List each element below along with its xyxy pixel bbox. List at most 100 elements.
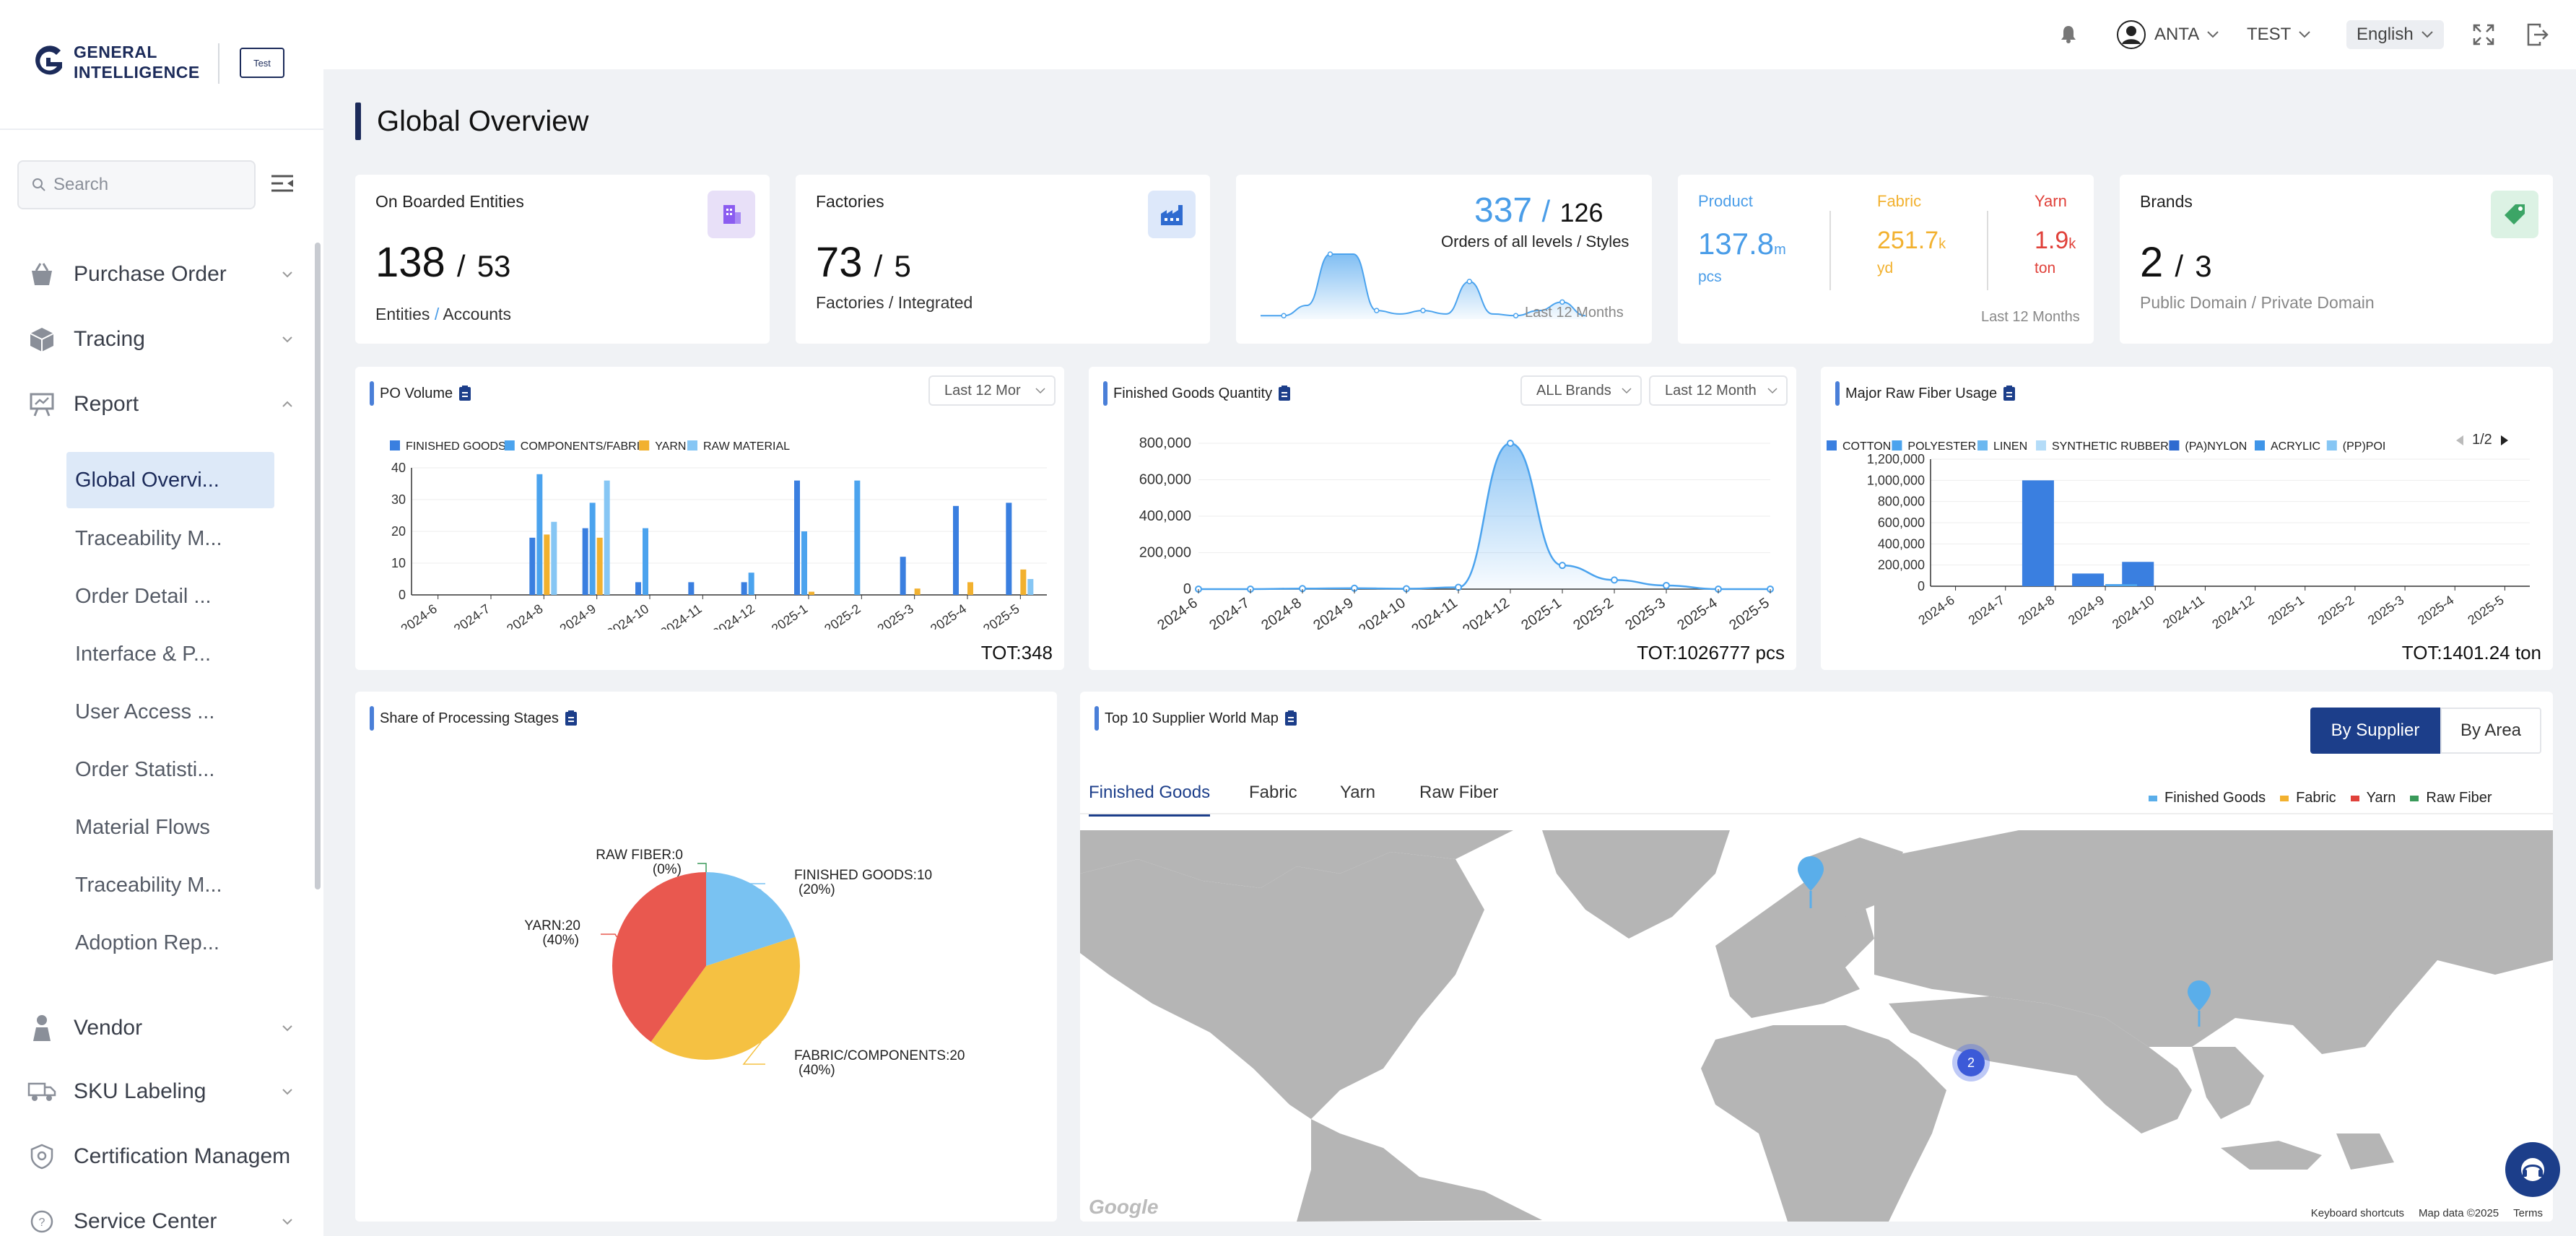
x-tick-label: 2025-5 [1726,595,1772,630]
by-area-button[interactable]: By Area [2440,708,2541,754]
world-map[interactable]: 2 Google Keyboard shortcuts Map data ©20… [1080,830,2553,1222]
tab-raw-fiber[interactable]: Raw Fiber [1419,783,1499,802]
menu-label: Certification Managem [74,1144,291,1168]
submenu-interface[interactable]: Interface & P... [75,642,212,666]
panel-title-text: Major Raw Fiber Usage [1845,385,1998,401]
x-tick-label: 2025-3 [1622,595,1668,630]
tab-finished-goods[interactable]: Finished Goods [1089,783,1211,817]
kpi-materials-card: Product 137.8m pcs Fabric 251.7k yd Yarn… [1678,175,2094,344]
document-icon[interactable] [1284,710,1297,726]
legend-label: POLYESTER [1907,440,1976,453]
y-tick-label: 400,000 [1139,508,1191,524]
prev-page-icon[interactable] [2455,434,2465,447]
search-input[interactable]: Search [17,160,256,209]
map-footer: Keyboard shortcuts Map data ©2025 Terms [2300,1204,2553,1222]
legend-pager-text: 1/2 [2472,432,2492,448]
period-select[interactable]: Last 12 Month [1649,375,1788,406]
bar-finished-goods [529,537,536,595]
chevron-down-icon [1035,388,1045,394]
submenu-user-access[interactable]: User Access ... [75,700,215,723]
kpi-label: Factories [816,192,884,211]
avatar [2117,20,2146,49]
submenu-material-flows[interactable]: Material Flows [75,815,210,839]
sidebar-scrollbar[interactable] [315,243,321,889]
x-tick-label: 2024-12 [710,601,757,630]
next-page-icon[interactable] [2499,434,2510,447]
bar-raw-material [604,480,610,595]
document-icon[interactable] [458,386,471,401]
orders-main: 337 [1474,191,1533,230]
menu-certification[interactable]: Certification Managem [0,1128,310,1185]
fullscreen-icon[interactable] [2472,23,2495,46]
submenu-order-statistics[interactable]: Order Statisti... [75,757,215,781]
y-tick-label: 200,000 [1878,558,1925,573]
kpi-entities-card: On Boarded Entities 138 / 53 Entities / … [355,175,770,344]
kpi-main: 2 [2140,239,2164,286]
sparkline-area [1261,254,1585,319]
map-pin-scandinavia[interactable] [1798,856,1824,908]
tab-yarn[interactable]: Yarn [1340,783,1375,802]
kpi-sub-value: 5 [894,249,911,283]
logout-icon[interactable] [2527,23,2549,46]
tag-icon [2491,191,2538,238]
yarn-unit: ton [2035,260,2056,277]
shield-icon [27,1142,56,1171]
env-menu[interactable]: TEST [2247,20,2311,49]
submenu-traceability-2[interactable]: Traceability M... [75,873,222,897]
x-tick-label: 2024-8 [2016,593,2057,628]
keyboard-shortcuts-link[interactable]: Keyboard shortcuts [2310,1206,2405,1219]
language-select[interactable]: English [2346,20,2444,49]
user-menu[interactable]: ANTA [2117,20,2219,49]
legend-swatch [2169,440,2180,451]
chevron-down-icon [1767,388,1777,394]
processing-stages-panel: Share of Processing Stages FINISHED GOOD… [355,692,1057,1222]
menu-vendor[interactable]: Vendor [0,999,310,1057]
submenu-traceability-1[interactable]: Traceability M... [75,526,222,550]
world-map-graphic [1080,830,2553,1222]
legend-label: COMPONENTS/FABRIC [521,440,648,453]
submenu-global-overview[interactable]: Global Overvi... [66,452,274,508]
product-number: 137.8 [1698,227,1775,261]
brand-line2: INTELLIGENCE [74,63,200,82]
chat-support-button[interactable] [2505,1142,2560,1197]
menu-report[interactable]: Report [0,375,310,433]
logo-icon [35,45,62,75]
document-icon[interactable] [565,710,578,726]
legend-fabric: Fabric [2280,790,2336,806]
panel-title: PO Volume [370,381,471,406]
brand-select-value: ALL Brands [1536,382,1611,399]
document-icon[interactable] [1278,386,1291,401]
submenu-adoption-report[interactable]: Adoption Rep... [75,931,219,954]
menu-sku-labeling[interactable]: SKU Labeling [0,1063,310,1120]
kpi-sub-a: Entities [375,305,430,323]
chevron-up-icon [282,401,292,407]
terms-link[interactable]: Terms [2513,1206,2543,1219]
menu-label: Purchase Order [74,262,227,286]
menu-service-center[interactable]: ? Service Center [0,1193,310,1236]
collapse-menu-icon[interactable] [269,170,297,199]
menu-tracing[interactable]: Tracing [0,310,310,368]
brand-select[interactable]: ALL Brands [1520,375,1642,406]
y-tick-label: 0 [1918,579,1925,593]
submenu-order-detail[interactable]: Order Detail ... [75,584,212,608]
tab-fabric[interactable]: Fabric [1249,783,1297,802]
period-select[interactable]: Last 12 Mor [928,375,1056,406]
fabric-number: 251.7 [1877,227,1939,254]
x-tick-label: 2024-11 [1409,595,1461,630]
bar-cotton [2122,562,2154,586]
kpi-brands-card: Brands 2 / 3 Public Domain / Private Dom… [2120,175,2553,344]
po-volume-panel: PO Volume Last 12 Mor FINISHED GOODS COMP… [355,367,1064,670]
document-icon[interactable] [2003,386,2016,401]
menu-purchase-order[interactable]: Purchase Order [0,245,310,303]
env-name: TEST [2247,25,2292,44]
legend-label: RAW MATERIAL [703,440,790,453]
kpi-sub-value: 53 [477,249,511,283]
pie-slice-yarn [612,872,706,1043]
by-supplier-button[interactable]: By Supplier [2310,708,2440,754]
bell-icon[interactable] [2061,25,2076,43]
map-cluster[interactable]: 2 [1952,1044,1990,1082]
map-pin-china[interactable] [2188,980,2211,1027]
y-tick-label: 0 [1183,581,1191,597]
bar-finished-goods [688,582,695,595]
bar-components-fabric [748,573,754,595]
